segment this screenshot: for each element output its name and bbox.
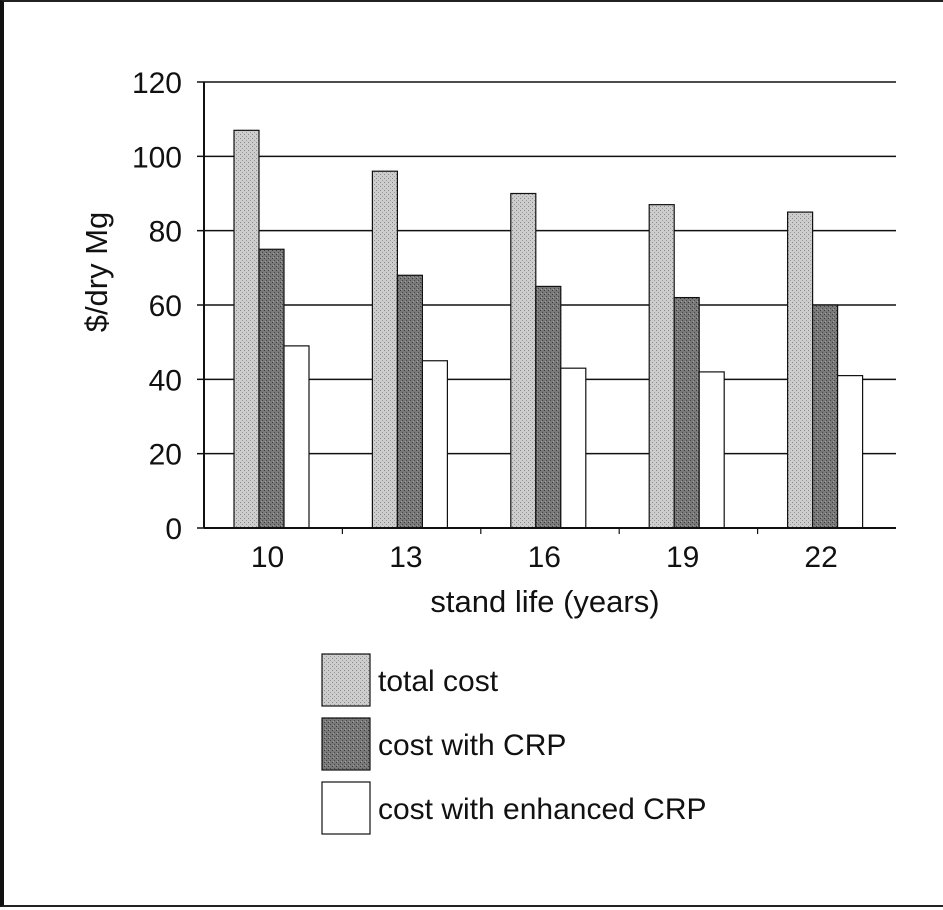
x-tick-labels: 10 13 16 19 22 [251,541,838,574]
y-tick-label: 100 [132,141,182,174]
legend-swatch [321,717,371,771]
legend-label: cost with enhanced CRP [378,793,707,826]
x-axis-label: stand life (years) [430,584,659,619]
legend-swatch [321,781,371,835]
y-tick-label: 0 [165,513,182,546]
x-tick-label: 10 [251,541,284,574]
bar-total-cost-22 [786,211,814,529]
bar-cost-with-crp-13 [396,274,423,529]
bar-cost-with-crp-19 [673,296,700,529]
bar-chart: 0 20 40 60 80 100 120 10 13 16 19 22 $/dry Mg stan… [79,67,896,835]
bar-cost-with-crp-16 [535,285,562,529]
bars [233,129,864,529]
axes [197,81,896,534]
bar-total-cost-13 [371,170,398,529]
legend-swatch [321,653,371,707]
bar-cost-with-enhanced-crp-22 [836,375,864,529]
y-axis-label: $/dry Mg [79,212,114,333]
bar-total-cost-19 [648,204,675,529]
y-tick-labels: 0 20 40 60 80 100 120 [132,67,182,546]
y-tick-label: 20 [149,439,182,472]
legend: total cost cost with CRP cost with enhance… [321,653,707,835]
bar-cost-with-enhanced-crp-13 [421,360,448,529]
y-tick-label: 60 [149,290,182,323]
bar-cost-with-enhanced-crp-16 [560,367,587,529]
legend-label: total cost [378,665,499,698]
x-tick-label: 19 [666,541,699,574]
bar-cost-with-enhanced-crp-19 [698,371,725,529]
bar-cost-with-enhanced-crp-10 [283,345,310,529]
bar-total-cost-10 [233,129,260,529]
bar-cost-with-crp-10 [258,248,285,529]
bar-cost-with-crp-22 [811,304,839,529]
x-tick-label: 13 [389,541,422,574]
legend-label: cost with CRP [378,729,566,762]
bar-total-cost-16 [510,192,537,529]
x-tick-label: 16 [528,541,561,574]
y-tick-label: 80 [149,216,182,249]
x-tick-label: 22 [804,541,837,574]
y-tick-label: 120 [132,67,182,100]
y-tick-label: 40 [149,364,182,397]
